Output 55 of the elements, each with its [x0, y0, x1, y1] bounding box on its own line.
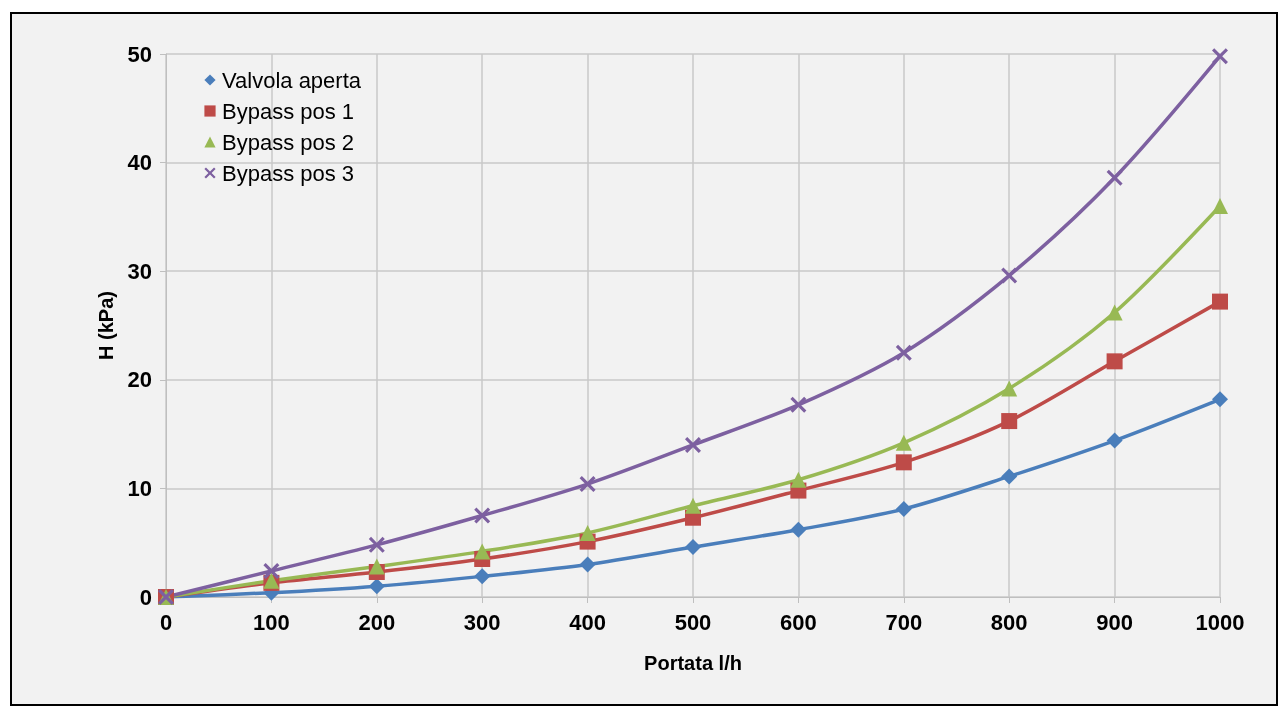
y-tick-label: 40 — [127, 150, 152, 176]
point — [895, 501, 912, 518]
point — [1106, 169, 1123, 186]
x-tick-label: 200 — [358, 609, 396, 635]
point — [1212, 198, 1228, 215]
point — [685, 539, 701, 556]
point — [474, 568, 491, 585]
point — [1106, 432, 1123, 449]
point — [1001, 267, 1018, 284]
point — [263, 562, 280, 579]
point — [1212, 48, 1228, 65]
y-tick-label: 0 — [139, 584, 152, 610]
x-tick-label: 100 — [253, 609, 290, 635]
x-tick-label: 1000 — [1195, 609, 1245, 635]
point — [895, 344, 912, 361]
point — [1106, 304, 1123, 321]
point — [579, 524, 596, 541]
point — [1001, 380, 1018, 397]
point — [1001, 413, 1018, 430]
y-tick-label: 50 — [127, 41, 152, 67]
legend-label: Bypass pos 1 — [222, 98, 355, 124]
legend-label: Valvola aperta — [222, 67, 362, 93]
x-tick-label: 700 — [885, 609, 923, 635]
point — [474, 507, 491, 524]
point — [685, 436, 701, 453]
x-axis-title: Portata l/h — [644, 652, 742, 674]
point — [579, 556, 596, 573]
point — [685, 497, 701, 514]
x-tick-label: 600 — [780, 609, 817, 635]
y-tick-label: 20 — [127, 367, 152, 393]
point — [790, 396, 807, 413]
point — [368, 578, 385, 595]
y-axis-title: H (kPa) — [95, 291, 117, 360]
x-tick-label: 300 — [463, 609, 501, 635]
point — [790, 521, 807, 538]
point — [474, 543, 491, 560]
point — [1212, 293, 1228, 310]
x-tick-label: 900 — [1096, 609, 1133, 635]
point — [1001, 468, 1018, 485]
legend-label: Bypass pos 2 — [222, 129, 355, 155]
point — [1106, 353, 1123, 370]
point — [790, 471, 807, 488]
point — [368, 558, 385, 575]
x-tick-label: 800 — [990, 609, 1028, 635]
x-tick-label: 400 — [569, 609, 606, 635]
legend-label: Bypass pos 3 — [222, 160, 355, 186]
x-tick-label: 0 — [159, 609, 173, 635]
x-tick-label: 500 — [674, 609, 712, 635]
point — [895, 434, 912, 451]
point — [895, 454, 912, 471]
point — [579, 476, 596, 493]
y-tick-label: 10 — [127, 475, 152, 501]
point — [368, 536, 385, 553]
y-tick-label: 30 — [127, 258, 152, 284]
point — [1212, 391, 1228, 408]
